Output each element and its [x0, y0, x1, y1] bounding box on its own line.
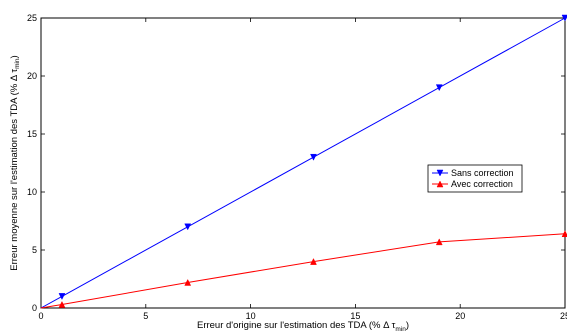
x-tick-label: 10 — [246, 311, 256, 321]
y-axis-label-close: ) — [9, 55, 20, 58]
series-layer — [40, 14, 567, 309]
y-axis-label-main: Erreur moyenne sur l'estimation des TDA … — [9, 69, 20, 271]
x-axis-label-close: ) — [406, 320, 409, 331]
y-axis-label-sub: min — [14, 58, 21, 69]
x-axis-label-sub: min — [395, 326, 406, 333]
y-tick-label: 0 — [32, 303, 37, 313]
y-tick-label: 10 — [27, 187, 37, 197]
y-axis-ticks: 0 5 10 15 20 25 — [27, 13, 565, 313]
data-point — [184, 278, 192, 286]
y-tick-label: 5 — [32, 245, 37, 255]
legend-label: Avec correction — [451, 179, 513, 189]
data-point — [310, 258, 317, 265]
y-tick-label: 15 — [27, 129, 37, 139]
x-tick-label: 0 — [38, 311, 43, 321]
x-tick-label: 20 — [455, 311, 465, 321]
legend-box — [427, 164, 523, 193]
data-point — [184, 223, 192, 231]
legend-marker — [436, 180, 444, 188]
series-line — [40, 17, 566, 309]
legend-label: Sans correction — [451, 168, 514, 178]
data-point — [435, 238, 443, 246]
x-axis-label: Erreur d'origine sur l'estimation des TD… — [197, 320, 409, 333]
data-point — [435, 84, 443, 92]
x-axis-ticks: 0 5 10 15 20 25 — [38, 18, 567, 321]
series-line — [40, 233, 566, 309]
data-point — [310, 153, 317, 161]
x-tick-label: 25 — [560, 311, 567, 321]
x-tick-label: 5 — [143, 311, 148, 321]
legend-marker — [436, 169, 444, 177]
series-avec-correction — [40, 230, 567, 309]
y-tick-label: 20 — [27, 71, 37, 81]
data-point — [58, 293, 66, 300]
y-tick-label: 25 — [27, 13, 37, 23]
x-tick-label: 15 — [350, 311, 360, 321]
x-axis-label-main: Erreur d'origine sur l'estimation des TD… — [197, 320, 396, 331]
y-axis-label: Erreur moyenne sur l'estimation des TDA … — [9, 55, 21, 270]
series-sans-correction — [40, 14, 567, 309]
data-point — [58, 300, 66, 308]
